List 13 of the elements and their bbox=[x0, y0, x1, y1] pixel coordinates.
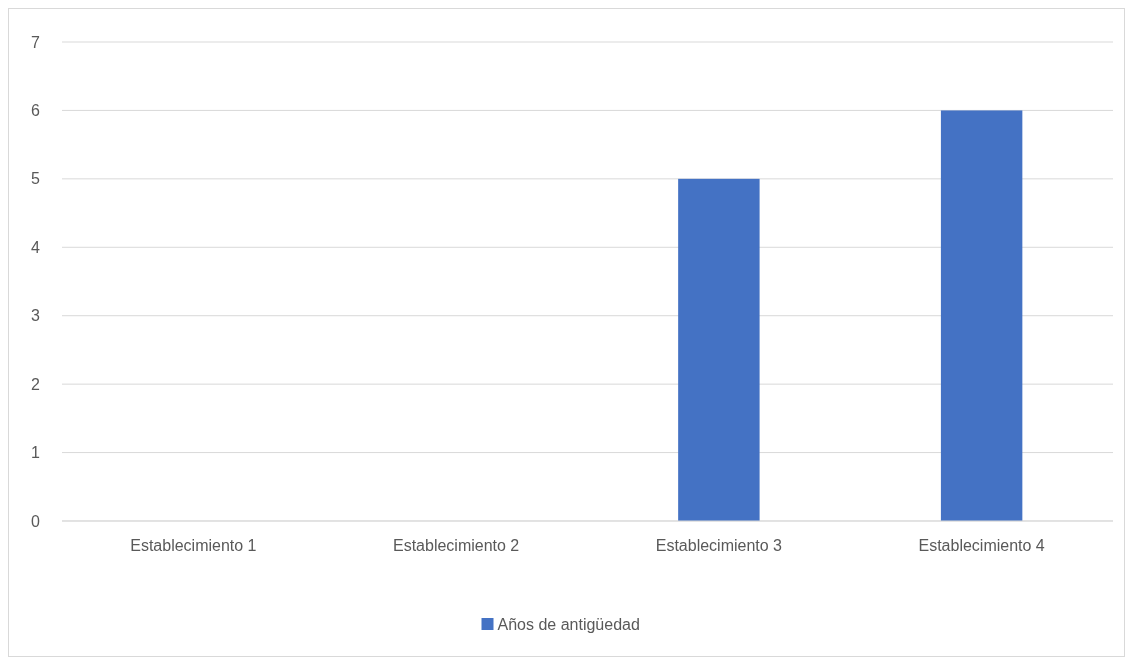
x-tick-label: Establecimiento 4 bbox=[918, 537, 1045, 554]
y-tick-label: 3 bbox=[31, 307, 41, 325]
y-tick-label: 1 bbox=[31, 444, 41, 462]
y-tick-label: 0 bbox=[31, 512, 41, 530]
y-tick-label: 6 bbox=[31, 102, 41, 120]
y-tick-label: 7 bbox=[31, 33, 41, 51]
x-tick-label: Establecimiento 1 bbox=[130, 537, 257, 554]
x-tick-label: Establecimiento 2 bbox=[392, 537, 520, 554]
y-tick-label: 4 bbox=[31, 238, 41, 256]
legend-label: Años de antigüedad bbox=[497, 615, 640, 633]
x-tick-label: Establecimiento 3 bbox=[655, 537, 783, 554]
y-tick-label: 2 bbox=[31, 375, 41, 393]
y-tick-label: 5 bbox=[31, 170, 41, 188]
